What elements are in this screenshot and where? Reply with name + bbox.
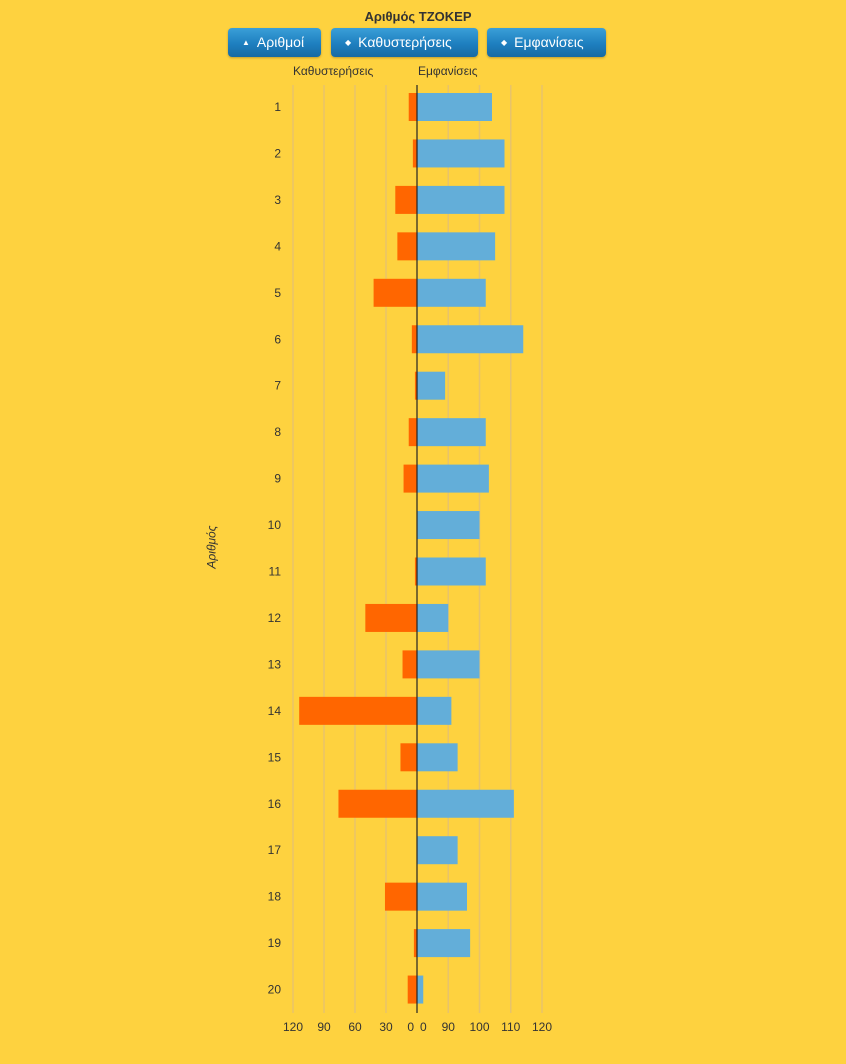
bar-appearances bbox=[417, 789, 514, 818]
category-label: 18 bbox=[268, 890, 282, 904]
sort-by-appearances-button[interactable]: ◆ Εμφανίσεις bbox=[487, 28, 606, 57]
left-series-header: Καθυστερήσεις bbox=[293, 64, 374, 78]
category-label: 3 bbox=[274, 193, 281, 207]
category-label: 16 bbox=[268, 797, 282, 811]
bar-delays bbox=[299, 696, 417, 725]
bar-appearances bbox=[417, 836, 458, 865]
category-label: 7 bbox=[274, 379, 281, 393]
bar-delays bbox=[365, 603, 417, 632]
bar-appearances bbox=[417, 557, 486, 586]
bar-delays bbox=[338, 789, 417, 818]
x-tick-label-right: 0 bbox=[420, 1020, 427, 1034]
x-tick-label-right: 90 bbox=[442, 1020, 456, 1034]
category-label: 15 bbox=[268, 750, 282, 764]
bar-appearances bbox=[417, 929, 471, 958]
bar-delays bbox=[400, 743, 417, 772]
category-label: 8 bbox=[274, 425, 281, 439]
bar-delays bbox=[414, 371, 417, 400]
sort-asc-icon: ▲ bbox=[242, 38, 250, 47]
bar-delays bbox=[413, 929, 417, 958]
bar-delays bbox=[402, 650, 417, 679]
sort-by-delays-button[interactable]: ◆ Καθυστερήσεις bbox=[331, 28, 478, 57]
x-tick-label-right: 100 bbox=[469, 1020, 489, 1034]
x-tick-label-left: 90 bbox=[317, 1020, 331, 1034]
category-label: 12 bbox=[268, 611, 282, 625]
bar-appearances bbox=[417, 743, 458, 772]
bar-appearances bbox=[417, 278, 486, 307]
bar-delays bbox=[408, 93, 417, 121]
bar-delays bbox=[412, 139, 417, 168]
bar-appearances bbox=[417, 232, 496, 261]
bar-appearances bbox=[417, 603, 449, 632]
bar-delays bbox=[411, 325, 417, 354]
bar-appearances bbox=[417, 185, 505, 214]
bar-delays bbox=[384, 882, 417, 911]
bar-appearances bbox=[417, 93, 492, 121]
bar-delays bbox=[407, 975, 417, 1004]
category-label: 5 bbox=[274, 286, 281, 300]
bar-appearances bbox=[417, 418, 486, 447]
bar-delays bbox=[397, 232, 417, 261]
x-tick-label-right: 120 bbox=[532, 1020, 552, 1034]
category-label: 13 bbox=[268, 657, 282, 671]
bar-delays bbox=[373, 278, 417, 307]
chart-title: Αριθμός ΤΖΟΚΕΡ bbox=[364, 9, 472, 24]
category-label: 2 bbox=[274, 146, 281, 160]
category-label: 1 bbox=[274, 100, 281, 114]
category-label: 19 bbox=[268, 936, 282, 950]
category-label: 20 bbox=[268, 983, 282, 997]
x-tick-label-left: 0 bbox=[407, 1020, 414, 1034]
category-label: 6 bbox=[274, 332, 281, 346]
bar-delays bbox=[403, 464, 417, 493]
category-label: 9 bbox=[274, 472, 281, 486]
sort-icon: ◆ bbox=[501, 38, 508, 47]
bar-appearances bbox=[417, 139, 505, 168]
bar-delays bbox=[395, 185, 417, 214]
category-label: 10 bbox=[268, 518, 282, 532]
x-tick-label-left: 120 bbox=[283, 1020, 303, 1034]
bar-delays bbox=[408, 418, 417, 447]
button-label: Αριθμοί bbox=[256, 34, 305, 50]
bar-appearances bbox=[417, 371, 446, 400]
sort-by-number-button[interactable]: ▲ Αριθμοί bbox=[228, 28, 321, 57]
bar-appearances bbox=[417, 650, 480, 679]
bar-appearances bbox=[417, 511, 480, 540]
bar-appearances bbox=[417, 696, 452, 725]
category-label: 17 bbox=[268, 843, 282, 857]
right-series-header: Εμφανίσεις bbox=[418, 64, 478, 78]
x-tick-label-left: 30 bbox=[379, 1020, 393, 1034]
bar-appearances bbox=[417, 464, 489, 493]
bar-delays bbox=[414, 557, 417, 586]
bar-appearances bbox=[417, 325, 524, 354]
button-label: Καθυστερήσεις bbox=[358, 34, 452, 50]
button-label: Εμφανίσεις bbox=[514, 34, 584, 50]
category-label: 4 bbox=[274, 239, 281, 253]
x-tick-label-left: 60 bbox=[348, 1020, 362, 1034]
sort-icon: ◆ bbox=[345, 38, 352, 47]
category-label: 11 bbox=[269, 565, 282, 579]
bar-appearances bbox=[417, 975, 424, 1004]
bar-appearances bbox=[417, 882, 467, 911]
category-label: 14 bbox=[268, 704, 282, 718]
x-tick-label-right: 110 bbox=[501, 1020, 520, 1034]
